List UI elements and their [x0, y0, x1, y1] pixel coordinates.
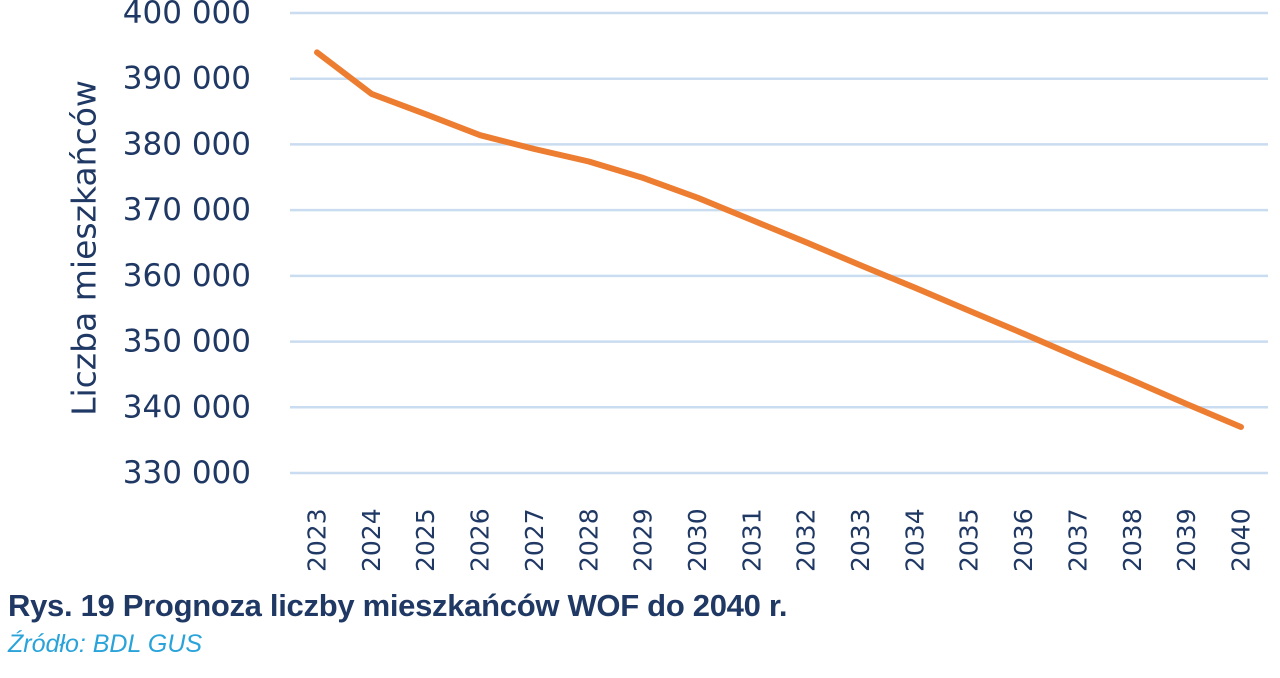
- y-tick-label: 390 000: [123, 61, 251, 97]
- x-tick-label: 2030: [683, 508, 712, 572]
- x-tick-label: 2031: [737, 508, 766, 572]
- x-tick-label: 2032: [792, 508, 821, 572]
- y-tick-label: 380 000: [123, 126, 251, 162]
- x-tick-labels: 2023 2024 2025 2026 2027 2028 2029 2030 2031 2032…: [303, 508, 1256, 572]
- x-tick-label: 2024: [357, 508, 386, 572]
- line-chart: Liczba mieszkańców 330 000 340 000 350 000…: [65, 0, 1268, 572]
- figure-caption: Rys. 19 Prognoza liczby mieszkańców WOF …: [8, 588, 788, 623]
- series-line: [314, 49, 1244, 430]
- x-tick-label: 2036: [1009, 508, 1038, 572]
- x-tick-label: 2027: [520, 508, 549, 572]
- x-tick-label: 2025: [411, 508, 440, 572]
- x-tick-label: 2040: [1227, 508, 1256, 572]
- x-tick-label: 2039: [1172, 508, 1201, 572]
- y-tick-label: 350 000: [123, 324, 251, 360]
- y-tick-label: 330 000: [123, 455, 251, 491]
- y-tick-label: 400 000: [123, 0, 251, 31]
- y-tick-label: 360 000: [123, 258, 251, 294]
- x-tick-label: 2029: [629, 508, 658, 572]
- x-tick-label: 2035: [955, 508, 984, 572]
- y-axis-label: Liczba mieszkańców: [65, 80, 104, 416]
- y-tick-label: 370 000: [123, 192, 251, 228]
- x-tick-label: 2026: [466, 508, 495, 572]
- x-tick-label: 2028: [574, 508, 603, 572]
- x-tick-label: 2038: [1118, 508, 1147, 572]
- y-tick-label: 340 000: [123, 389, 251, 425]
- x-tick-label: 2033: [846, 508, 875, 572]
- series-lines: [314, 49, 1244, 430]
- gridlines: [290, 11, 1268, 475]
- x-tick-label: 2037: [1063, 508, 1092, 572]
- source-note: Źródło: BDL GUS: [8, 630, 203, 658]
- x-tick-label: 2034: [900, 508, 929, 572]
- y-tick-labels: 330 000 340 000 350 000 360 000 370 000 380 0…: [123, 0, 251, 491]
- x-tick-label: 2023: [303, 508, 332, 572]
